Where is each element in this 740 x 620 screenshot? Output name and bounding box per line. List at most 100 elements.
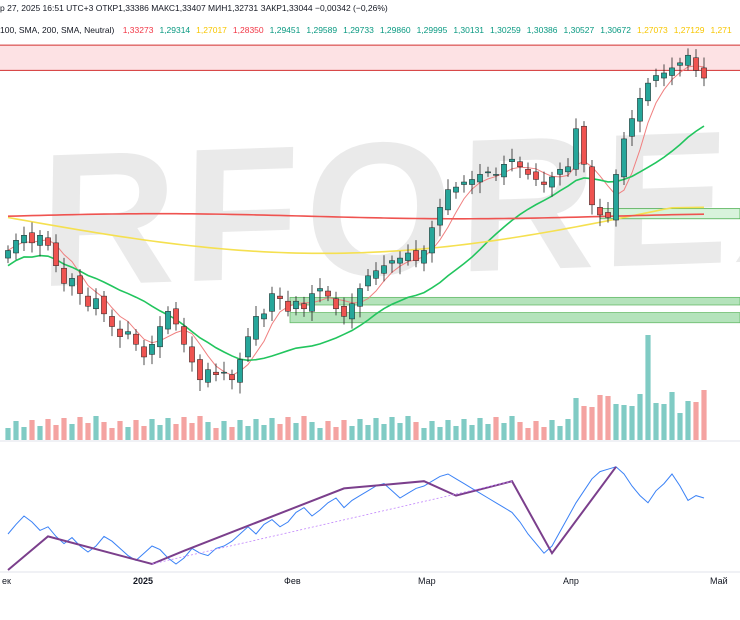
candle-body <box>453 186 459 193</box>
candle-body <box>53 242 59 266</box>
candle-body <box>93 298 99 310</box>
candle-body <box>325 290 331 297</box>
volume-bar <box>645 335 651 440</box>
volume-bar <box>117 421 123 440</box>
candle-body <box>605 212 611 218</box>
volume-bar <box>85 423 91 440</box>
x-label-dec: ек <box>2 576 11 586</box>
candle-body <box>445 189 451 211</box>
volume-bar <box>453 426 459 440</box>
candle-body <box>253 316 259 340</box>
ohlc-header: р 27, 2025 16:51 UTC+3 ОТКР1,33386 МАКС1… <box>0 3 388 13</box>
volume-bar <box>589 407 595 440</box>
level-value: 1,27017 <box>196 25 227 35</box>
candle-body <box>13 240 19 254</box>
volume-bar <box>109 428 115 440</box>
volume-bar <box>701 390 707 440</box>
volume-bar <box>421 428 427 440</box>
volume-bar <box>509 416 515 440</box>
x-label-apr: Апр <box>563 576 579 586</box>
candle-body <box>261 313 267 320</box>
volume-bar <box>157 425 163 440</box>
volume-bar <box>237 420 243 440</box>
candle-body <box>581 125 587 165</box>
volume-bar <box>525 428 531 440</box>
volume-bar <box>693 402 699 440</box>
volume-bar <box>141 426 147 440</box>
volume-bar <box>149 419 155 440</box>
candle-body <box>277 295 283 299</box>
volume-bar <box>21 427 27 440</box>
candle-body <box>77 275 83 294</box>
candle-body <box>509 158 515 162</box>
volume-bar <box>597 395 603 440</box>
candle-body <box>469 179 475 185</box>
volume-bar <box>213 428 219 440</box>
volume-bar <box>261 425 267 440</box>
candle-body <box>413 250 419 261</box>
volume-bar <box>253 419 259 440</box>
volume-bar <box>365 425 371 440</box>
volume-bar <box>517 422 523 440</box>
candle-body <box>613 174 619 221</box>
volume-bar <box>357 419 363 440</box>
candle-body <box>525 169 531 175</box>
sma-200-line <box>7 206 705 255</box>
candle-body <box>429 227 435 254</box>
candle-body <box>381 265 387 274</box>
candle-body <box>197 359 203 381</box>
candle-body <box>157 326 163 348</box>
volume-bar <box>69 424 75 440</box>
candle-body <box>573 128 579 170</box>
date-label: р 27, 2025 16:51 UTC+3 <box>0 3 94 13</box>
candle-body <box>133 333 139 345</box>
candle-body <box>181 326 187 345</box>
candle-body <box>517 161 523 168</box>
candle-body <box>365 275 371 287</box>
candle-body <box>101 295 107 315</box>
candle-body <box>61 267 67 284</box>
volume-bar <box>181 417 187 440</box>
candle-body <box>349 303 355 320</box>
volume-bar <box>653 403 659 440</box>
volume-bar <box>661 404 667 440</box>
volume-bar <box>293 423 299 440</box>
candle-body <box>693 57 699 71</box>
candle-body <box>701 67 707 79</box>
candle-body <box>397 257 403 264</box>
volume-bar <box>173 424 179 440</box>
volume-bar <box>413 422 419 440</box>
level-value: 1,30386 <box>526 25 558 35</box>
level-value: 1,29451 <box>269 25 301 35</box>
support-zone <box>599 208 740 220</box>
stochastic-line <box>7 466 705 565</box>
sma-fast-line <box>7 65 705 376</box>
support-zone <box>289 312 740 324</box>
candle-body <box>661 72 667 79</box>
volume-bar <box>229 427 235 440</box>
volume-bar <box>605 396 611 440</box>
volume-bar <box>53 425 59 440</box>
candle-body <box>333 298 339 310</box>
level-value: 1,29995 <box>416 25 448 35</box>
candle-body <box>149 344 155 355</box>
candle-body <box>357 288 363 307</box>
candle-body <box>269 293 275 312</box>
sma-red-line <box>7 212 705 220</box>
volume-bar <box>373 418 379 440</box>
volume-bar <box>501 423 507 440</box>
level-value: 1,27129 <box>673 25 705 35</box>
volume-bar <box>197 416 203 440</box>
candle-body <box>421 250 427 264</box>
candle-body <box>117 328 123 337</box>
volume-bar <box>317 428 323 440</box>
indicator-label: 100, SMA, 200, SMA, Neutral) <box>0 25 115 35</box>
volume-bar <box>205 422 211 440</box>
candle-body <box>29 232 35 244</box>
volume-bar <box>389 417 395 440</box>
volume-bar <box>685 401 691 440</box>
level-value: 1,30259 <box>490 25 521 35</box>
volume-bar <box>485 424 491 440</box>
candle-body <box>541 181 547 185</box>
